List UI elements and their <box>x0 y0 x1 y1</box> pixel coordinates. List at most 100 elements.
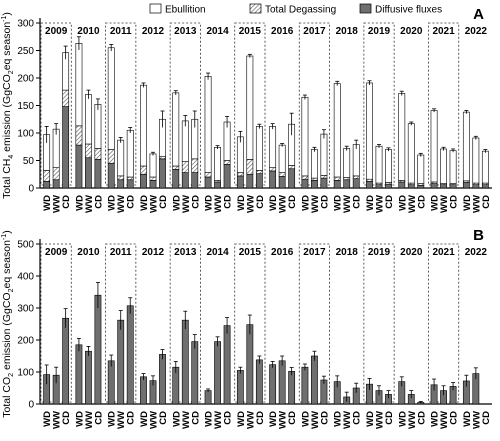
bar-degassing <box>246 159 254 175</box>
bar-co2 <box>181 319 189 405</box>
bar-co2 <box>223 325 231 405</box>
category-label: WD <box>171 411 182 427</box>
bar-ebullition <box>430 110 438 183</box>
category-label: CD <box>319 411 330 425</box>
category-label: WD <box>42 195 53 211</box>
category-label: CD <box>481 411 492 425</box>
y-axis-label: Total CH4 emission (GgCO2eq season-1) <box>1 12 15 199</box>
bar-degassing <box>236 172 244 177</box>
year-label: 2009 <box>45 247 68 258</box>
category-label: CD <box>287 195 298 209</box>
bar-degassing <box>85 143 92 159</box>
bar-ebullition <box>366 82 373 180</box>
bar-diffusive <box>214 181 221 189</box>
category-label: WW <box>181 195 192 213</box>
bar-diffusive <box>301 178 309 189</box>
year-box <box>298 243 330 403</box>
category-label: WW <box>52 195 63 213</box>
y-tick-label: 100 <box>17 129 34 140</box>
year-label: 2014 <box>206 247 229 258</box>
bar-ebullition <box>255 126 263 171</box>
bar-diffusive <box>159 158 166 189</box>
bar-degassing <box>172 165 180 170</box>
y-axis-label: Total CO2 emission (GgCO2eq season-1) <box>1 230 15 417</box>
category-label: CD <box>190 195 201 209</box>
bar-diffusive <box>43 181 51 189</box>
bar-diffusive <box>343 179 351 189</box>
category-label: WW <box>310 411 321 429</box>
bar-ebullition <box>375 145 383 184</box>
category-label: CD <box>352 411 363 425</box>
category-label: WD <box>462 195 473 211</box>
category-label: WD <box>204 195 215 211</box>
bar-degassing <box>43 170 51 182</box>
legend-swatch <box>359 3 372 14</box>
y-tick-label: 200 <box>17 74 34 85</box>
bar-ebullition <box>472 137 480 184</box>
bar-co2 <box>204 390 212 405</box>
bar-degassing <box>366 178 373 182</box>
bar-diffusive <box>430 183 438 189</box>
bar-diffusive <box>117 179 125 189</box>
year-label: 2009 <box>45 26 68 37</box>
year-box <box>105 243 137 403</box>
bar-diffusive <box>126 179 134 189</box>
bar-ebullition <box>462 111 470 182</box>
y-axis-label-part: ) <box>1 230 13 234</box>
bar-degassing <box>320 175 328 179</box>
category-label: CD <box>93 195 104 209</box>
bar-diffusive <box>366 181 373 189</box>
bar-co2 <box>214 341 221 405</box>
category-label: WW <box>439 195 450 213</box>
year-label: 2022 <box>465 247 488 258</box>
bar-ebullition <box>75 43 83 127</box>
y-axis-label-part: eq season <box>1 22 13 71</box>
category-label: WD <box>397 411 408 427</box>
year-label: 2013 <box>174 26 197 37</box>
bar-diffusive <box>417 184 425 189</box>
category-label: WD <box>300 411 311 427</box>
category-label: CD <box>416 411 427 425</box>
category-label: CD <box>287 411 298 425</box>
category-label: WD <box>139 195 150 211</box>
bar-diffusive <box>85 157 92 189</box>
category-label: WW <box>310 195 321 213</box>
category-label: WD <box>107 411 118 427</box>
category-label: WD <box>74 411 85 427</box>
bar-diffusive <box>191 172 199 189</box>
y-axis-label-part: ) <box>1 12 13 16</box>
category-label: CD <box>158 195 169 209</box>
category-label: WW <box>278 411 289 429</box>
category-label: WW <box>407 195 418 213</box>
category-label: CD <box>352 195 363 209</box>
y-axis-label-part: -1 <box>1 234 8 240</box>
bar-ebullition <box>398 93 406 181</box>
bar-degassing <box>159 156 166 160</box>
bar-degassing <box>343 177 351 181</box>
category-label: WW <box>278 195 289 213</box>
y-tick-label: 150 <box>17 101 34 112</box>
bar-co2 <box>126 305 134 405</box>
bar-co2 <box>107 360 115 405</box>
category-label: WW <box>116 195 127 213</box>
bar-ebullition <box>269 126 277 168</box>
bar-degassing <box>311 177 318 181</box>
category-label: CD <box>449 411 460 425</box>
year-label: 2019 <box>368 247 391 258</box>
bar-diffusive <box>385 183 392 189</box>
year-label: 2018 <box>336 247 359 258</box>
bar-co2 <box>311 355 318 405</box>
bar-diffusive <box>140 173 147 189</box>
bar-co2 <box>191 341 199 405</box>
bar-ebullition <box>140 84 147 167</box>
bar-ebullition <box>320 133 328 176</box>
category-label: WD <box>236 411 247 427</box>
bar-diffusive <box>236 175 244 189</box>
bar-diffusive <box>333 180 341 189</box>
bar-ebullition <box>311 149 318 179</box>
bar-ebullition <box>385 149 392 183</box>
bar-co2 <box>159 354 166 405</box>
category-label: WD <box>204 411 215 427</box>
category-label: WW <box>439 411 450 429</box>
bar-co2 <box>75 344 83 405</box>
